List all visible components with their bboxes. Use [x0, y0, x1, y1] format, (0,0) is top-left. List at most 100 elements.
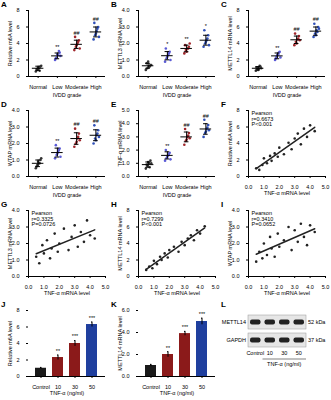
svg-text:IVDD grade: IVDD grade [53, 92, 82, 98]
svg-text:0: 0 [126, 273, 129, 279]
svg-text:0: 0 [16, 73, 19, 79]
svg-text:2: 2 [236, 157, 239, 163]
svg-text:Normal: Normal [139, 184, 157, 190]
svg-text:##: ## [74, 121, 81, 127]
svg-text:0.0: 0.0 [122, 173, 130, 179]
svg-text:Moderate: Moderate [175, 184, 198, 190]
svg-text:IVDD grade: IVDD grade [163, 192, 192, 198]
svg-text:TNF-α mRNA level: TNF-α mRNA level [264, 190, 310, 196]
svg-text:**: ** [184, 36, 189, 42]
svg-text:5.0: 5.0 [322, 284, 330, 290]
svg-text:##: ## [294, 26, 301, 32]
svg-text:**: ** [166, 345, 171, 351]
svg-text:##: ## [203, 113, 210, 119]
svg-text:Moderate: Moderate [65, 184, 88, 190]
svg-text:##: ## [93, 118, 100, 124]
svg-text:0: 0 [236, 173, 239, 179]
svg-text:5.0: 5.0 [102, 284, 110, 290]
svg-text:0.0: 0.0 [12, 173, 20, 179]
svg-text:**: ** [55, 44, 60, 50]
svg-text:Normal: Normal [139, 84, 157, 90]
svg-text:8: 8 [236, 7, 239, 13]
svg-text:6: 6 [126, 224, 129, 230]
svg-text:**: ** [165, 143, 170, 149]
svg-text:*: * [205, 23, 208, 29]
svg-text:6: 6 [236, 124, 239, 130]
svg-text:TNF-α mRNA level: TNF-α mRNA level [117, 121, 123, 167]
svg-text:2: 2 [16, 357, 19, 363]
svg-text:4: 4 [16, 340, 19, 346]
svg-text:***: *** [182, 324, 189, 330]
svg-text:##: ## [184, 122, 191, 128]
svg-text:8: 8 [16, 307, 19, 313]
svg-text:Moderate: Moderate [175, 84, 198, 90]
svg-text:TNF-α mRNA level: TNF-α mRNA level [44, 290, 90, 296]
svg-text:*: * [166, 41, 169, 47]
svg-text:TNF-α mRNA level: TNF-α mRNA level [264, 290, 310, 296]
svg-text:0.0: 0.0 [12, 273, 20, 279]
svg-text:8: 8 [16, 7, 19, 13]
svg-text:Pearsonr=0.3410P=0.0652: Pearsonr=0.3410P=0.0652 [252, 210, 276, 227]
svg-text:IVDD grade: IVDD grade [273, 92, 302, 98]
svg-text:6: 6 [16, 24, 19, 30]
svg-text:High: High [310, 84, 321, 90]
svg-text:##: ## [74, 30, 81, 36]
svg-text:***: *** [72, 333, 79, 339]
svg-text:TNF-α (ng/ml): TNF-α (ng/ml) [50, 390, 85, 396]
svg-text:0.0: 0.0 [245, 184, 253, 190]
svg-text:4: 4 [126, 240, 129, 246]
svg-text:50: 50 [199, 384, 205, 390]
svg-text:4.0: 4.0 [122, 7, 130, 13]
svg-text:High: High [200, 184, 211, 190]
svg-text:***: *** [89, 315, 96, 321]
svg-text:4.0: 4.0 [12, 107, 20, 113]
svg-text:5.0: 5.0 [212, 284, 220, 290]
svg-text:6.0: 6.0 [122, 307, 130, 313]
svg-text:**: ** [56, 348, 61, 354]
svg-text:TNF-α (ng/ml): TNF-α (ng/ml) [267, 361, 302, 367]
svg-text:**: ** [55, 138, 60, 144]
svg-text:Low: Low [52, 184, 62, 190]
svg-text:Low: Low [162, 84, 172, 90]
svg-text:METTL3 mRNA level: METTL3 mRNA level [7, 218, 13, 269]
svg-text:Pearsonr=0.3325P=0.0726: Pearsonr=0.3325P=0.0726 [32, 210, 56, 227]
svg-text:8: 8 [236, 107, 239, 113]
svg-text:2: 2 [126, 257, 129, 263]
svg-text:##: ## [93, 16, 100, 22]
svg-text:2: 2 [236, 57, 239, 63]
svg-text:50: 50 [296, 350, 302, 356]
svg-text:##: ## [313, 16, 320, 22]
svg-text:4.0: 4.0 [12, 207, 20, 213]
svg-text:WTAP mRNA level: WTAP mRNA level [7, 121, 13, 167]
svg-text:**: ** [275, 45, 280, 51]
svg-text:2: 2 [16, 57, 19, 63]
svg-text:METTL14: METTL14 [222, 319, 246, 325]
svg-text:Normal: Normal [29, 84, 47, 90]
svg-text:High: High [90, 84, 101, 90]
svg-text:Low: Low [272, 84, 282, 90]
svg-text:6: 6 [16, 324, 19, 330]
svg-text:Control: Control [142, 384, 160, 390]
svg-text:Pearsonr=0.6673P<0.001: Pearsonr=0.6673P<0.001 [252, 110, 274, 127]
svg-text:0.0: 0.0 [122, 373, 130, 379]
svg-text:0: 0 [236, 73, 239, 79]
svg-text:6: 6 [236, 24, 239, 30]
svg-text:0: 0 [16, 373, 19, 379]
svg-text:IVDD grade: IVDD grade [53, 192, 82, 198]
svg-text:0.0: 0.0 [232, 273, 240, 279]
svg-text:Moderate: Moderate [65, 84, 88, 90]
svg-text:METTL14 mRNA level: METTL14 mRNA level [117, 216, 123, 270]
svg-text:Low: Low [52, 84, 62, 90]
svg-text:8: 8 [126, 207, 129, 213]
svg-text:4: 4 [16, 40, 19, 46]
svg-text:METTL3 mRNA level: METTL3 mRNA level [117, 18, 123, 69]
svg-text:TNF-α (ng/ml): TNF-α (ng/ml) [160, 390, 195, 396]
svg-text:WTAP mRNA level: WTAP mRNA level [227, 221, 233, 267]
svg-text:0.0: 0.0 [135, 284, 143, 290]
svg-text:4: 4 [236, 40, 239, 46]
svg-text:30: 30 [281, 350, 287, 356]
svg-text:Low: Low [162, 184, 172, 190]
svg-text:50: 50 [89, 384, 95, 390]
svg-text:0.0: 0.0 [25, 284, 33, 290]
svg-text:37 kDa: 37 kDa [308, 337, 326, 343]
